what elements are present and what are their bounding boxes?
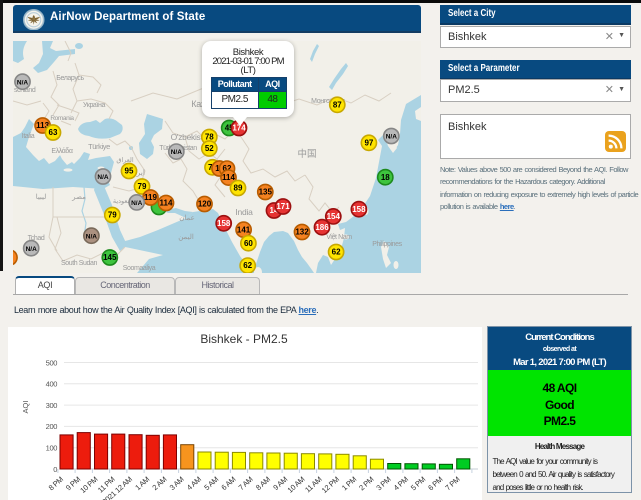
svg-text:45: 45: [225, 124, 234, 133]
svg-text:171: 171: [276, 202, 290, 211]
svg-text:مصر: مصر: [71, 194, 86, 201]
svg-text:52: 52: [205, 144, 214, 153]
svg-text:79: 79: [138, 182, 147, 191]
svg-text:1 PM: 1 PM: [340, 475, 358, 493]
svg-text:87: 87: [333, 100, 342, 109]
svg-text:2 AM: 2 AM: [150, 475, 168, 492]
svg-text:ليبيا: ليبيا: [36, 193, 47, 201]
svg-text:79: 79: [108, 211, 117, 220]
svg-text:Soomaaliya: Soomaaliya: [123, 265, 156, 272]
svg-text:97: 97: [364, 138, 373, 147]
svg-text:400: 400: [46, 380, 58, 389]
svg-text:18: 18: [381, 173, 390, 182]
svg-text:114: 114: [160, 199, 173, 208]
svg-text:Tchad: Tchad: [28, 235, 45, 242]
svg-text:95: 95: [125, 167, 134, 176]
svg-text:7 AM: 7 AM: [237, 475, 255, 492]
svg-text:Romania: Romania: [50, 115, 74, 122]
svg-text:India: India: [235, 207, 253, 217]
svg-text:Philippines: Philippines: [372, 241, 402, 248]
svg-text:78: 78: [205, 133, 214, 142]
svg-text:Italia: Italia: [22, 133, 35, 140]
svg-text:113: 113: [36, 121, 49, 130]
svg-text:132: 132: [295, 228, 309, 237]
svg-text:141: 141: [237, 225, 251, 234]
svg-text:schland: schland: [14, 87, 36, 94]
svg-text:89: 89: [234, 184, 243, 193]
svg-text:AQI: AQI: [21, 401, 30, 414]
svg-text:186: 186: [315, 223, 329, 232]
svg-text:N/A: N/A: [17, 79, 29, 86]
svg-text:اليمن: اليمن: [178, 233, 194, 241]
svg-text:135: 135: [259, 188, 273, 197]
svg-text:Türkiye: Türkiye: [88, 142, 110, 151]
svg-text:158: 158: [352, 205, 366, 214]
svg-text:145: 145: [103, 253, 117, 262]
svg-text:5 AM: 5 AM: [202, 475, 220, 492]
svg-text:158: 158: [217, 219, 231, 228]
svg-text:N/A: N/A: [131, 200, 143, 207]
svg-text:South Sudan: South Sudan: [61, 260, 98, 267]
svg-text:300: 300: [46, 401, 58, 410]
svg-text:174: 174: [232, 124, 246, 133]
svg-text:12 PM: 12 PM: [320, 475, 341, 495]
svg-text:N/A: N/A: [386, 134, 398, 141]
svg-text:10 PM: 10 PM: [78, 475, 99, 495]
svg-text:11 AM: 11 AM: [303, 475, 323, 495]
svg-text:3 PM: 3 PM: [374, 475, 392, 493]
svg-text:0: 0: [53, 465, 57, 474]
svg-text:10 AM: 10 AM: [286, 475, 307, 495]
svg-text:中国: 中国: [297, 148, 316, 160]
svg-text:500: 500: [46, 358, 58, 367]
svg-text:7 PM: 7 PM: [443, 475, 461, 493]
svg-text:6 AM: 6 AM: [219, 475, 237, 492]
svg-text:62: 62: [332, 248, 341, 257]
svg-text:N/A: N/A: [86, 233, 98, 240]
svg-text:63: 63: [49, 128, 58, 137]
svg-text:عمان: عمان: [179, 214, 195, 222]
svg-text:Ελλάδα: Ελλάδα: [51, 147, 73, 155]
svg-text:1 AM: 1 AM: [133, 475, 151, 492]
svg-text:154: 154: [327, 212, 341, 221]
svg-text:4 AM: 4 AM: [185, 475, 203, 492]
svg-text:N/A: N/A: [26, 246, 38, 253]
svg-text:Việt Nam: Việt Nam: [326, 234, 352, 241]
svg-text:N/A: N/A: [171, 149, 183, 156]
svg-text:120: 120: [198, 200, 212, 209]
svg-text:100: 100: [46, 444, 58, 453]
svg-text:O'zbekiston: O'zbekiston: [171, 132, 212, 142]
svg-text:114: 114: [222, 173, 235, 182]
svg-text:119: 119: [144, 193, 157, 202]
svg-text:3 AM: 3 AM: [168, 475, 186, 492]
svg-text:Монгол улс: Монгол улс: [311, 98, 346, 105]
svg-text:Bishkek - PM2.5: Bishkek - PM2.5: [200, 332, 288, 346]
svg-text:العراق: العراق: [116, 156, 134, 164]
svg-text:5 PM: 5 PM: [409, 475, 427, 493]
svg-text:62: 62: [223, 164, 232, 173]
svg-text:62: 62: [243, 261, 252, 270]
svg-text:8 AM: 8 AM: [254, 475, 272, 492]
svg-text:السعودية: السعودية: [113, 197, 137, 205]
svg-text:6 PM: 6 PM: [426, 475, 444, 493]
svg-text:200: 200: [46, 422, 58, 431]
svg-text:60: 60: [244, 239, 253, 248]
svg-text:N/A: N/A: [97, 174, 109, 181]
svg-text:8 PM: 8 PM: [47, 475, 65, 493]
svg-text:2 PM: 2 PM: [357, 475, 375, 493]
svg-text:Беларусь: Беларусь: [56, 75, 84, 82]
svg-text:Україна: Україна: [83, 102, 105, 109]
svg-text:4 PM: 4 PM: [392, 475, 410, 493]
svg-text:14: 14: [270, 206, 279, 215]
